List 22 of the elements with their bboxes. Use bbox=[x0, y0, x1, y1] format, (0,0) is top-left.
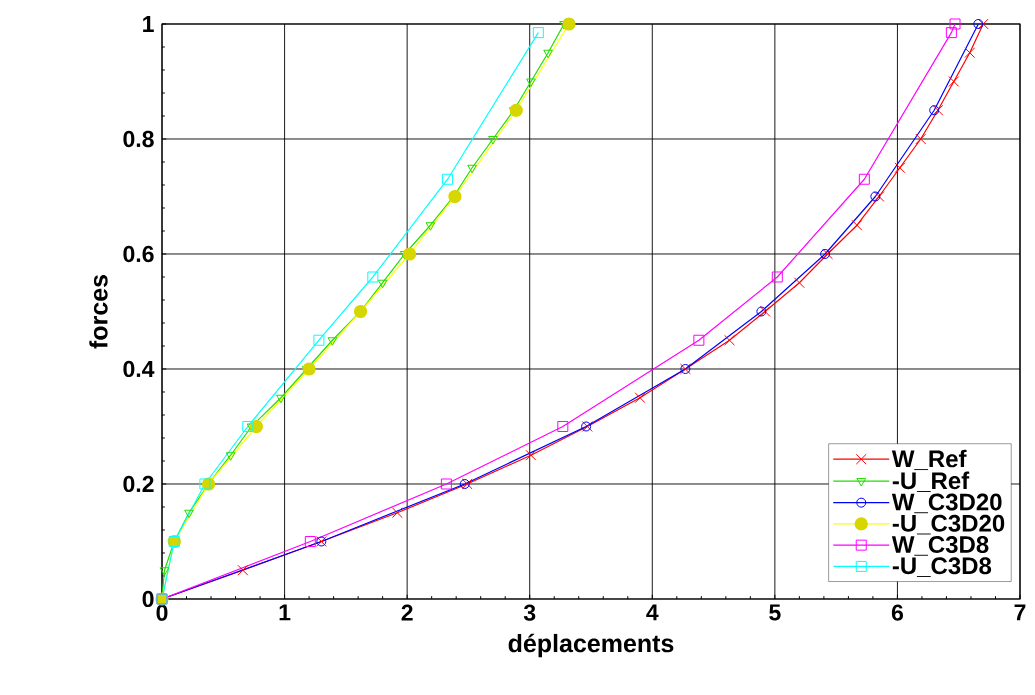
legend-label: -U_Ref bbox=[892, 471, 970, 492]
y-tick-label: 0.2 bbox=[123, 475, 154, 493]
y-axis-title: forces bbox=[89, 275, 108, 349]
y-tick-label: 0.8 bbox=[123, 130, 154, 148]
x-tick-label: 1 bbox=[279, 604, 291, 621]
legend-label: -U_C3D20 bbox=[892, 514, 1005, 535]
legend-label: W_C3D20 bbox=[891, 493, 1002, 514]
x-tick-label: 0 bbox=[156, 604, 168, 621]
legend-label: W_Ref bbox=[891, 449, 967, 471]
legend-label: W_C3D8 bbox=[891, 536, 989, 556]
x-tick-label: 2 bbox=[401, 604, 413, 621]
x-tick-label: 3 bbox=[523, 604, 536, 621]
x-tick-label: 5 bbox=[769, 604, 781, 621]
y-tick-label: 0.4 bbox=[123, 360, 155, 378]
x-tick-label: 4 bbox=[646, 604, 659, 621]
x-tick-label: 6 bbox=[891, 604, 903, 621]
y-tick-label: 0 bbox=[142, 590, 154, 608]
x-axis-title: déplacements bbox=[508, 633, 674, 658]
y-tick-label: 1 bbox=[143, 16, 154, 32]
x-tick-label: 7 bbox=[1014, 604, 1026, 621]
legend-label: -U_C3D8 bbox=[892, 557, 992, 577]
y-tick-label: 0.6 bbox=[123, 245, 154, 263]
